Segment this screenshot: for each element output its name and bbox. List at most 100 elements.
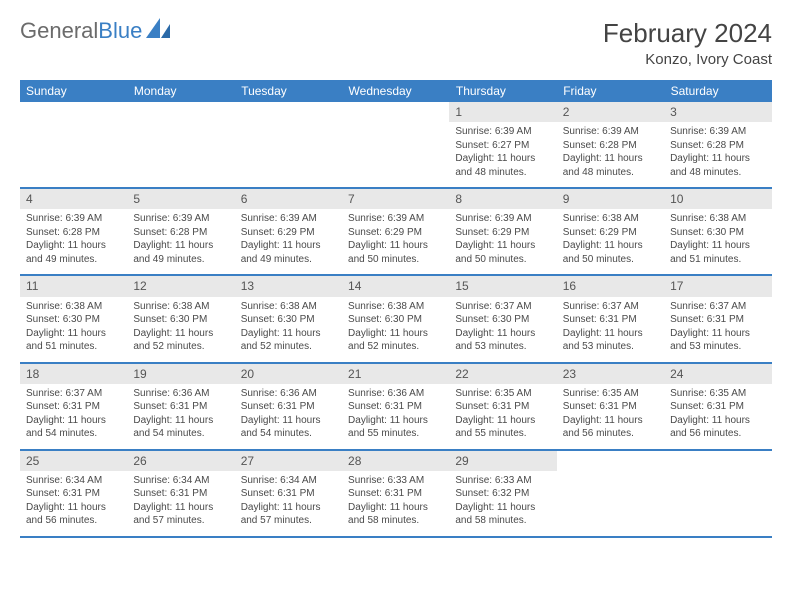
day-number: 24 [664, 364, 771, 384]
daylight-line: Daylight: 11 hours and 56 minutes. [26, 501, 121, 528]
day-number: 16 [557, 276, 664, 296]
calendar-cell [557, 450, 664, 537]
calendar-cell: 17Sunrise: 6:37 AMSunset: 6:31 PMDayligh… [664, 275, 771, 362]
calendar-cell: 18Sunrise: 6:37 AMSunset: 6:31 PMDayligh… [20, 363, 127, 450]
sunrise-line: Sunrise: 6:36 AM [133, 387, 228, 401]
sunset-line: Sunset: 6:29 PM [455, 226, 550, 240]
sunset-line: Sunset: 6:31 PM [670, 400, 765, 414]
daylight-line: Daylight: 11 hours and 50 minutes. [563, 239, 658, 266]
day-number: 21 [342, 364, 449, 384]
sunrise-line: Sunrise: 6:38 AM [26, 300, 121, 314]
calendar-cell [664, 450, 771, 537]
calendar-cell [235, 102, 342, 188]
calendar-cell: 12Sunrise: 6:38 AMSunset: 6:30 PMDayligh… [127, 275, 234, 362]
calendar-cell [127, 102, 234, 188]
day-number: 5 [127, 189, 234, 209]
day-content: Sunrise: 6:37 AMSunset: 6:31 PMDaylight:… [20, 384, 127, 449]
day-number: 15 [449, 276, 556, 296]
day-content: Sunrise: 6:36 AMSunset: 6:31 PMDaylight:… [342, 384, 449, 449]
day-content: Sunrise: 6:37 AMSunset: 6:30 PMDaylight:… [449, 297, 556, 362]
calendar-cell: 13Sunrise: 6:38 AMSunset: 6:30 PMDayligh… [235, 275, 342, 362]
daylight-line: Daylight: 11 hours and 54 minutes. [133, 414, 228, 441]
page-title: February 2024 [603, 18, 772, 49]
day-number: 13 [235, 276, 342, 296]
day-content: Sunrise: 6:38 AMSunset: 6:30 PMDaylight:… [342, 297, 449, 362]
sunrise-line: Sunrise: 6:39 AM [670, 125, 765, 139]
day-header: Monday [127, 80, 234, 102]
day-content: Sunrise: 6:39 AMSunset: 6:27 PMDaylight:… [449, 122, 556, 187]
day-content: Sunrise: 6:38 AMSunset: 6:30 PMDaylight:… [664, 209, 771, 274]
sunrise-line: Sunrise: 6:39 AM [563, 125, 658, 139]
day-content: Sunrise: 6:39 AMSunset: 6:28 PMDaylight:… [664, 122, 771, 187]
sunrise-line: Sunrise: 6:35 AM [563, 387, 658, 401]
day-number: 29 [449, 451, 556, 471]
day-header: Thursday [449, 80, 556, 102]
calendar-cell: 16Sunrise: 6:37 AMSunset: 6:31 PMDayligh… [557, 275, 664, 362]
calendar-week: 25Sunrise: 6:34 AMSunset: 6:31 PMDayligh… [20, 450, 772, 537]
sunset-line: Sunset: 6:31 PM [563, 313, 658, 327]
calendar-cell: 2Sunrise: 6:39 AMSunset: 6:28 PMDaylight… [557, 102, 664, 188]
sunset-line: Sunset: 6:29 PM [241, 226, 336, 240]
calendar-cell: 10Sunrise: 6:38 AMSunset: 6:30 PMDayligh… [664, 188, 771, 275]
brand-part1: General [20, 18, 98, 44]
day-number: 9 [557, 189, 664, 209]
sunset-line: Sunset: 6:30 PM [26, 313, 121, 327]
sunrise-line: Sunrise: 6:38 AM [241, 300, 336, 314]
sunset-line: Sunset: 6:30 PM [670, 226, 765, 240]
day-number: 6 [235, 189, 342, 209]
daylight-line: Daylight: 11 hours and 53 minutes. [455, 327, 550, 354]
sunset-line: Sunset: 6:29 PM [563, 226, 658, 240]
daylight-line: Daylight: 11 hours and 51 minutes. [670, 239, 765, 266]
day-header: Wednesday [342, 80, 449, 102]
day-content: Sunrise: 6:37 AMSunset: 6:31 PMDaylight:… [557, 297, 664, 362]
sunset-line: Sunset: 6:28 PM [26, 226, 121, 240]
sunset-line: Sunset: 6:32 PM [455, 487, 550, 501]
brand-part2: Blue [98, 18, 142, 44]
sunrise-line: Sunrise: 6:34 AM [133, 474, 228, 488]
calendar-body: 1Sunrise: 6:39 AMSunset: 6:27 PMDaylight… [20, 102, 772, 537]
sunset-line: Sunset: 6:28 PM [563, 139, 658, 153]
calendar-cell: 25Sunrise: 6:34 AMSunset: 6:31 PMDayligh… [20, 450, 127, 537]
calendar-cell: 20Sunrise: 6:36 AMSunset: 6:31 PMDayligh… [235, 363, 342, 450]
sunset-line: Sunset: 6:31 PM [455, 400, 550, 414]
day-number: 8 [449, 189, 556, 209]
day-number: 2 [557, 102, 664, 122]
daylight-line: Daylight: 11 hours and 55 minutes. [455, 414, 550, 441]
brand-logo: GeneralBlue [20, 18, 172, 44]
calendar-cell: 9 Sunrise: 6:38 AMSunset: 6:29 PMDaylight… [557, 188, 664, 275]
day-content: Sunrise: 6:39 AMSunset: 6:28 PMDaylight:… [127, 209, 234, 274]
daylight-line: Daylight: 11 hours and 56 minutes. [563, 414, 658, 441]
day-number: 12 [127, 276, 234, 296]
sunrise-line: Sunrise: 6:34 AM [241, 474, 336, 488]
sunset-line: Sunset: 6:30 PM [241, 313, 336, 327]
sunrise-line: Sunrise: 6:38 AM [563, 212, 658, 226]
day-number: 10 [664, 189, 771, 209]
day-content: Sunrise: 6:35 AMSunset: 6:31 PMDaylight:… [449, 384, 556, 449]
day-content: Sunrise: 6:39 AMSunset: 6:28 PMDaylight:… [20, 209, 127, 274]
sunrise-line: Sunrise: 6:36 AM [241, 387, 336, 401]
calendar-cell: 3Sunrise: 6:39 AMSunset: 6:28 PMDaylight… [664, 102, 771, 188]
day-number: 20 [235, 364, 342, 384]
daylight-line: Daylight: 11 hours and 49 minutes. [241, 239, 336, 266]
day-content: Sunrise: 6:34 AMSunset: 6:31 PMDaylight:… [235, 471, 342, 536]
sunrise-line: Sunrise: 6:33 AM [455, 474, 550, 488]
daylight-line: Daylight: 11 hours and 52 minutes. [133, 327, 228, 354]
day-content: Sunrise: 6:38 AMSunset: 6:30 PMDaylight:… [127, 297, 234, 362]
calendar-cell: 1Sunrise: 6:39 AMSunset: 6:27 PMDaylight… [449, 102, 556, 188]
calendar-cell: 15Sunrise: 6:37 AMSunset: 6:30 PMDayligh… [449, 275, 556, 362]
sunset-line: Sunset: 6:31 PM [26, 400, 121, 414]
sunrise-line: Sunrise: 6:37 AM [563, 300, 658, 314]
calendar-cell: 21Sunrise: 6:36 AMSunset: 6:31 PMDayligh… [342, 363, 449, 450]
day-number: 28 [342, 451, 449, 471]
calendar-cell: 8Sunrise: 6:39 AMSunset: 6:29 PMDaylight… [449, 188, 556, 275]
day-number: 1 [449, 102, 556, 122]
daylight-line: Daylight: 11 hours and 57 minutes. [133, 501, 228, 528]
calendar-cell: 28Sunrise: 6:33 AMSunset: 6:31 PMDayligh… [342, 450, 449, 537]
calendar-week: 11Sunrise: 6:38 AMSunset: 6:30 PMDayligh… [20, 275, 772, 362]
calendar-cell: 27Sunrise: 6:34 AMSunset: 6:31 PMDayligh… [235, 450, 342, 537]
daylight-line: Daylight: 11 hours and 50 minutes. [455, 239, 550, 266]
day-number: 7 [342, 189, 449, 209]
sunrise-line: Sunrise: 6:33 AM [348, 474, 443, 488]
daylight-line: Daylight: 11 hours and 57 minutes. [241, 501, 336, 528]
daylight-line: Daylight: 11 hours and 55 minutes. [348, 414, 443, 441]
